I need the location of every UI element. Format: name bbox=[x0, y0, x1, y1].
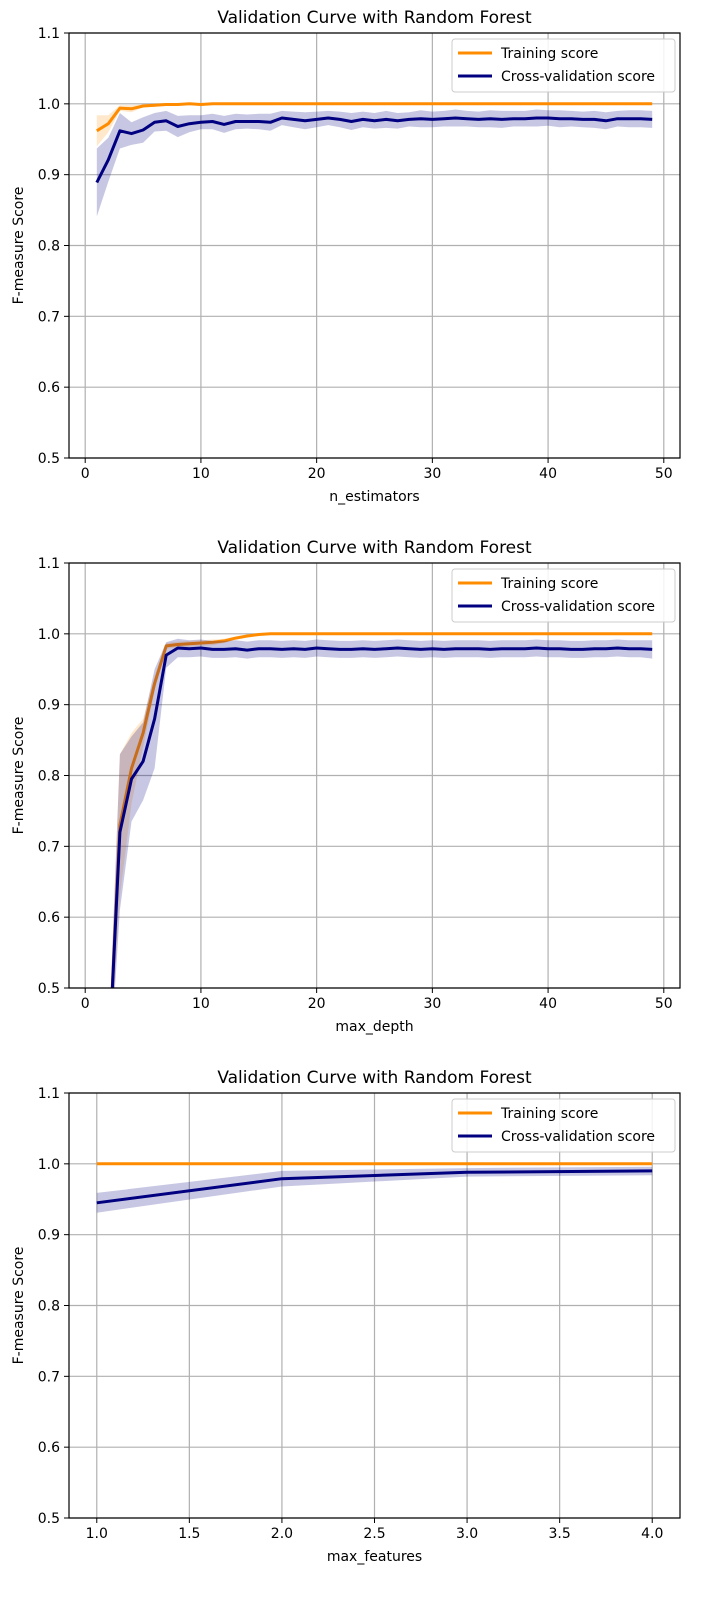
y-tick-label: 0.7 bbox=[38, 839, 60, 855]
x-tick-label: 4.0 bbox=[641, 1526, 663, 1542]
y-tick-label: 1.0 bbox=[38, 97, 60, 113]
series-line-training bbox=[96, 102, 653, 133]
legend-label: Training score bbox=[500, 576, 598, 592]
y-axis-label: F-measure Score bbox=[11, 187, 27, 305]
chart-svg: 0 10 20 30 40 50 0.5 0.6 0.7 0.8 0.9 1.0 1.1 Validati… bbox=[11, 538, 681, 1035]
y-tick-label: 0.8 bbox=[38, 1299, 60, 1315]
series-line-cross-validation bbox=[95, 116, 653, 184]
legend: Training score Cross-validation score bbox=[451, 568, 676, 623]
y-tick-label: 0.5 bbox=[38, 451, 60, 467]
chart-panel-n-estimators: 0 10 20 30 40 50 0.5 0.6 0.7 0.8 0.9 1.0 1.1 Validati… bbox=[0, 0, 702, 530]
x-axis-label: max_depth bbox=[335, 1019, 413, 1035]
y-tick-label: 0.9 bbox=[38, 1228, 60, 1244]
x-tick-label: 2.0 bbox=[271, 1526, 293, 1542]
legend-label: Cross-validation score bbox=[501, 599, 655, 615]
y-axis-label: F-measure Score bbox=[11, 717, 27, 835]
series-line-cross-validation bbox=[110, 646, 653, 988]
legend: Training score Cross-validation score bbox=[451, 38, 676, 93]
legend-label: Cross-validation score bbox=[501, 1129, 655, 1145]
series-band-cross-validation bbox=[96, 1166, 653, 1213]
x-tick-label: 3.0 bbox=[456, 1526, 478, 1542]
x-tick-label: 0 bbox=[81, 996, 90, 1012]
y-axis-label: F-measure Score bbox=[11, 1247, 27, 1365]
chart-title: Validation Curve with Random Forest bbox=[217, 8, 532, 28]
y-tick-label: 0.8 bbox=[38, 769, 60, 785]
chart-title: Validation Curve with Random Forest bbox=[217, 538, 532, 558]
chart-title: Validation Curve with Random Forest bbox=[217, 1068, 532, 1088]
y-tick-label: 0.9 bbox=[38, 698, 60, 714]
x-tick-label: 20 bbox=[308, 466, 326, 482]
x-tick-label: 30 bbox=[423, 466, 441, 482]
chart-panel-max-features: 1.0 1.5 2.0 2.5 3.0 3.5 4.0 0.5 0.6 0.7 0.8 0.9 1.0 1… bbox=[0, 1060, 702, 1590]
x-tick-label: 10 bbox=[192, 996, 210, 1012]
y-tick-label: 0.7 bbox=[38, 1369, 60, 1385]
legend: Training score Cross-validation score bbox=[451, 1098, 676, 1153]
chart-svg: 1.0 1.5 2.0 2.5 3.0 3.5 4.0 0.5 0.6 0.7 0.8 0.9 1.0 1… bbox=[11, 1068, 681, 1565]
legend-label: Training score bbox=[500, 46, 598, 62]
x-tick-label: 0 bbox=[81, 466, 90, 482]
y-tick-label: 0.9 bbox=[38, 168, 60, 184]
y-tick-label: 1.0 bbox=[38, 1157, 60, 1173]
x-axis-label: max_features bbox=[327, 1549, 422, 1565]
chart-panel-max-depth: 0 10 20 30 40 50 0.5 0.6 0.7 0.8 0.9 1.0 1.1 Validati… bbox=[0, 530, 702, 1060]
series-band-cross-validation bbox=[110, 638, 653, 988]
x-tick-label: 40 bbox=[539, 996, 557, 1012]
y-tick-label: 1.1 bbox=[38, 1086, 60, 1102]
x-tick-label: 30 bbox=[423, 996, 441, 1012]
x-tick-label: 10 bbox=[192, 466, 210, 482]
legend-label: Cross-validation score bbox=[501, 69, 655, 85]
y-tick-label: 1.0 bbox=[38, 627, 60, 643]
x-tick-label: 40 bbox=[539, 466, 557, 482]
x-tick-label: 1.0 bbox=[86, 1526, 108, 1542]
y-tick-label: 0.5 bbox=[38, 1511, 60, 1527]
y-tick-label: 0.5 bbox=[38, 981, 60, 997]
x-tick-label: 50 bbox=[655, 996, 673, 1012]
y-tick-label: 0.6 bbox=[38, 910, 60, 926]
x-axis-label: n_estimators bbox=[329, 489, 419, 505]
legend-label: Training score bbox=[500, 1106, 598, 1122]
x-tick-label: 20 bbox=[308, 996, 326, 1012]
x-tick-label: 2.5 bbox=[363, 1526, 385, 1542]
y-tick-label: 1.1 bbox=[38, 556, 60, 572]
x-tick-label: 1.5 bbox=[178, 1526, 200, 1542]
y-tick-label: 0.7 bbox=[38, 309, 60, 325]
series-line-training bbox=[110, 632, 653, 988]
chart-svg: 0 10 20 30 40 50 0.5 0.6 0.7 0.8 0.9 1.0 1.1 Validati… bbox=[11, 8, 681, 505]
y-tick-label: 0.6 bbox=[38, 1440, 60, 1456]
y-tick-label: 0.6 bbox=[38, 380, 60, 396]
series-line-cross-validation bbox=[96, 1169, 653, 1205]
y-tick-label: 1.1 bbox=[38, 26, 60, 42]
y-tick-label: 0.8 bbox=[38, 239, 60, 255]
x-tick-label: 50 bbox=[655, 466, 673, 482]
x-tick-label: 3.5 bbox=[549, 1526, 571, 1542]
